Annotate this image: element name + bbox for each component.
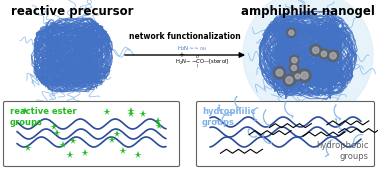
Circle shape (286, 77, 293, 84)
Circle shape (310, 44, 322, 56)
FancyBboxPatch shape (3, 102, 180, 167)
Circle shape (287, 28, 296, 37)
Text: $\mathregular{H_2N}$$\mathregular{\sim\!\!\sim}$$\mathregular{_{OH}}$: $\mathregular{H_2N}$$\mathregular{\sim\!… (177, 45, 207, 54)
Circle shape (327, 50, 339, 62)
Text: hydrophilic
groups: hydrophilic groups (202, 107, 256, 127)
Circle shape (290, 55, 299, 65)
Text: hydrophobic
groups: hydrophobic groups (316, 141, 369, 161)
Circle shape (330, 52, 336, 59)
Text: reactive ester
groups: reactive ester groups (10, 107, 77, 127)
Circle shape (295, 74, 300, 79)
Circle shape (291, 65, 297, 70)
FancyBboxPatch shape (197, 102, 375, 167)
Circle shape (289, 63, 299, 73)
Circle shape (321, 51, 327, 57)
Circle shape (273, 67, 285, 79)
Text: +: + (178, 52, 184, 58)
Circle shape (276, 69, 283, 76)
Circle shape (292, 57, 297, 63)
Circle shape (283, 74, 296, 86)
Circle shape (243, 0, 373, 120)
Circle shape (301, 72, 308, 79)
Circle shape (293, 72, 302, 81)
Text: amphiphilic nanogel: amphiphilic nanogel (241, 5, 375, 18)
Text: network functionalization: network functionalization (129, 32, 241, 41)
Circle shape (319, 49, 329, 59)
Circle shape (289, 30, 294, 35)
Text: reactive precursor: reactive precursor (11, 5, 133, 18)
Circle shape (313, 47, 319, 53)
Text: $\mathregular{H_2N\!\sim\!\sim\!}$$\overset{O}{\underset{|}{C}}$$\mathregular{O}: $\mathregular{H_2N\!\sim\!\sim\!}$$\over… (175, 54, 229, 70)
Circle shape (298, 69, 311, 82)
